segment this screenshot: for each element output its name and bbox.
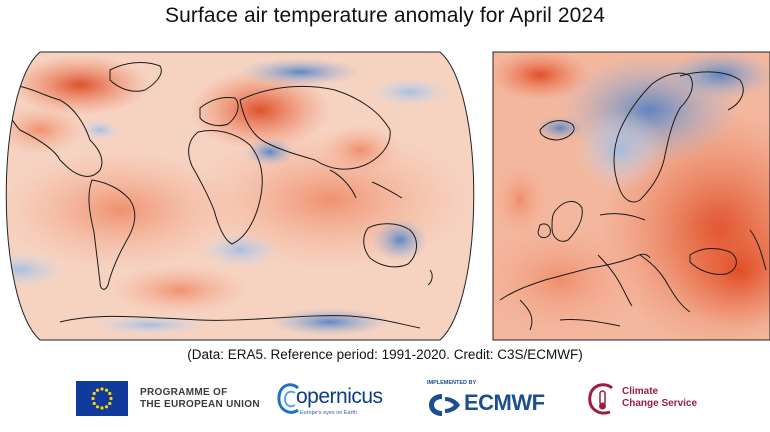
copernicus-logo-text: opernicus <box>296 385 383 408</box>
global-anomaly-map <box>6 52 474 340</box>
global-map-frame <box>5 51 475 341</box>
ecmwf-logo-text: ECMWF <box>464 390 545 415</box>
c3s-thermometer-icon <box>588 383 614 415</box>
logo-footer: PROGRAMME OF THE EUROPEAN UNION opernicu… <box>0 372 770 432</box>
c3s-label: Climate Change Service <box>622 386 698 409</box>
implemented-by-label: IMPLEMENTED BY <box>427 380 477 386</box>
maps-panel <box>5 51 770 341</box>
map-title: Surface air temperature anomaly for Apri… <box>165 4 605 27</box>
copernicus-c-icon <box>277 383 300 414</box>
europe-map-frame <box>492 51 770 341</box>
copernicus-tagline: Europe's eyes on Earth <box>300 410 358 416</box>
eu-programme-label: PROGRAMME OF THE EUROPEAN UNION <box>140 387 260 410</box>
europe-anomaly-map <box>493 52 770 340</box>
eu-flag-icon <box>76 381 128 416</box>
ecmwf-waves-icon <box>429 394 460 416</box>
data-credit: (Data: ERA5. Reference period: 1991-2020… <box>187 347 583 362</box>
